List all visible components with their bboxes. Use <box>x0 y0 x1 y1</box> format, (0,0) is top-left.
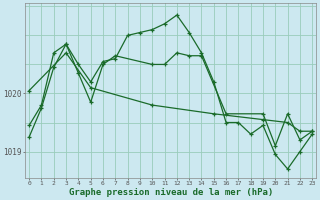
X-axis label: Graphe pression niveau de la mer (hPa): Graphe pression niveau de la mer (hPa) <box>68 188 273 197</box>
